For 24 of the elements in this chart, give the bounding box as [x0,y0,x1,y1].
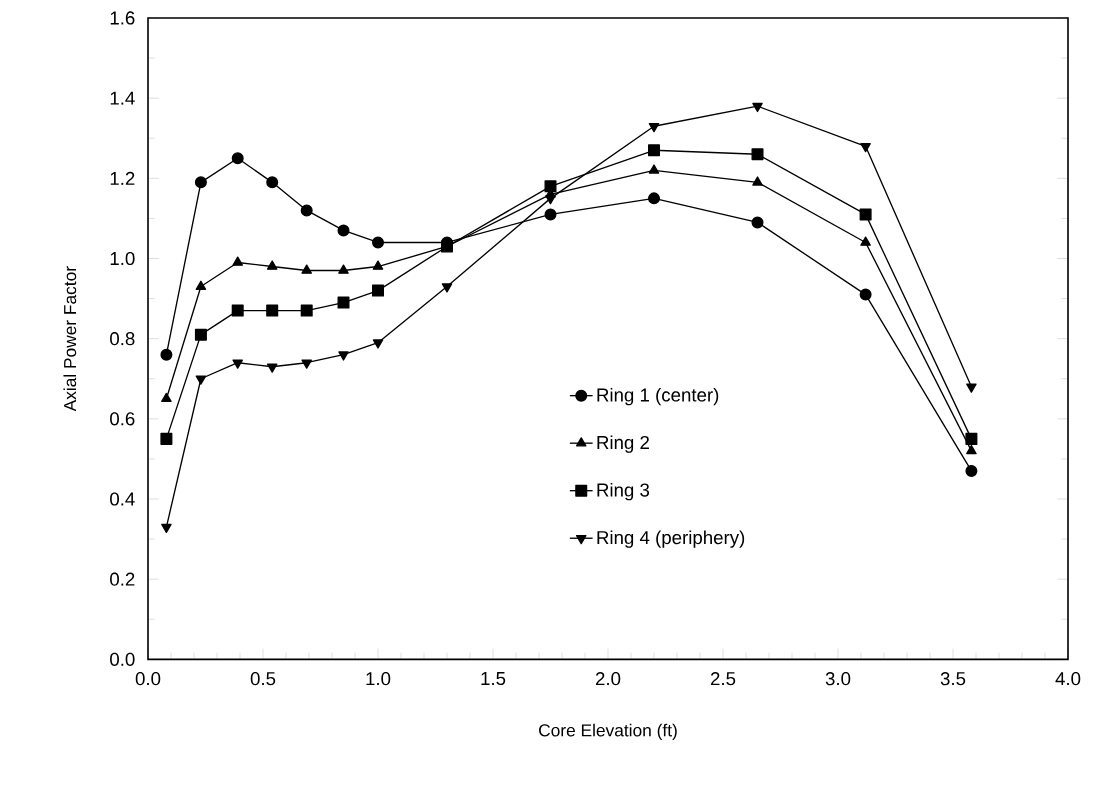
x-tick-label: 3.5 [940,672,966,686]
legend-label: Ring 2 [597,435,649,453]
y-tick-label: 0.6 [110,412,135,426]
x-tick-label: 3.0 [825,672,851,686]
legend-label: Ring 3 [597,482,650,501]
x-tick-label: 2.5 [710,672,736,686]
y-tick-label: 1.6 [110,11,135,25]
y-tick-label: 0.4 [110,492,135,506]
y-tick-label: 1.2 [110,171,135,185]
x-tick-label: 2.0 [595,672,621,686]
x-tick-label: 4.0 [1055,672,1081,686]
y-tick-label: 0.0 [110,652,135,666]
y-tick-label: 0.2 [110,572,135,586]
y-tick-label: 1.0 [110,251,135,266]
legend-label: Ring 1 (center) [597,387,719,406]
y-tick-label: 0.8 [110,332,135,346]
x-axis-title: Core Elevation (ft) [539,723,677,740]
x-tick-label: 1.5 [481,672,506,686]
legend-label: Ring 4 (periphery) [597,530,745,548]
x-tick-label: 0.0 [135,672,161,686]
x-tick-label: 0.5 [250,672,276,686]
x-tick-label: 1.0 [366,672,391,686]
y-axis-title: Axial Power Factor [63,266,77,412]
y-tick-label: 1.4 [110,91,135,105]
